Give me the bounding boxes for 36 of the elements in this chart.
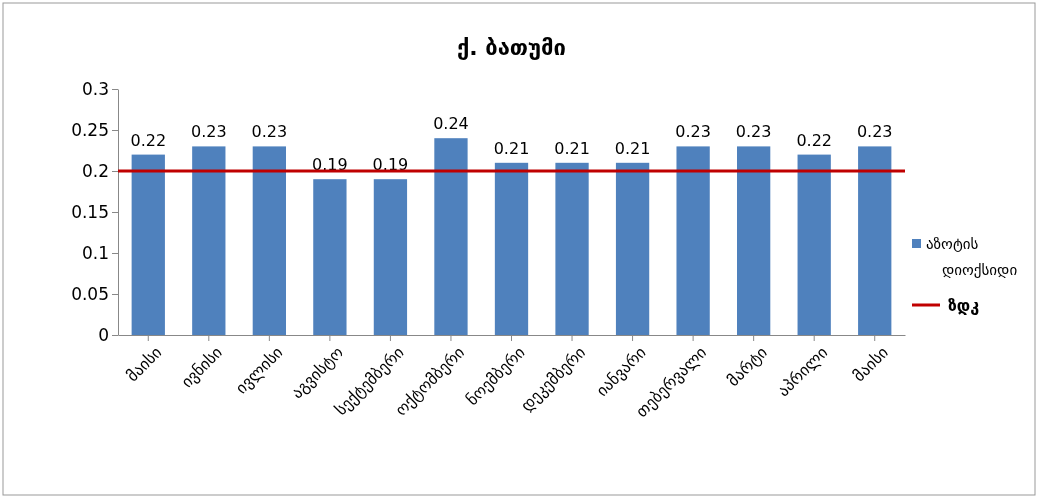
bar — [494, 162, 529, 335]
data-label: 0.22 — [130, 130, 167, 150]
bar — [737, 146, 771, 335]
data-label: 0.19 — [372, 155, 409, 175]
data-label: 0.21 — [554, 138, 590, 158]
y-tick-label: 0.05 — [71, 283, 109, 304]
legend-label: აზოტის დიოქსიდი — [926, 235, 1018, 279]
legend-label: ზდკ — [948, 296, 980, 315]
data-label: 0.23 — [735, 122, 772, 142]
bar — [615, 162, 650, 335]
y-tick-label: 0.3 — [81, 78, 109, 99]
bar — [858, 146, 892, 335]
bar — [131, 154, 165, 335]
data-label: 0.19 — [312, 155, 348, 175]
bar — [676, 146, 710, 335]
y-tick-label: 0.1 — [81, 242, 109, 263]
data-label: 0.22 — [796, 130, 832, 150]
data-label: 0.21 — [614, 138, 651, 158]
bar — [192, 146, 226, 335]
data-label: 0.23 — [191, 122, 227, 142]
bar — [373, 179, 408, 335]
bar — [252, 146, 286, 335]
bar — [555, 162, 589, 335]
y-tick-label: 0 — [98, 324, 109, 345]
bar — [797, 154, 831, 335]
data-label: 0.24 — [433, 114, 469, 134]
data-label: 0.23 — [856, 122, 893, 142]
data-label: 0.23 — [251, 122, 288, 142]
chart-title: ქ. ბათუმი — [456, 35, 567, 60]
data-label: 0.21 — [493, 138, 530, 158]
bar — [434, 138, 468, 335]
bar — [313, 179, 347, 335]
data-label: 0.23 — [675, 122, 711, 142]
y-tick-label: 0.25 — [71, 119, 109, 140]
y-tick-label: 0.2 — [81, 160, 109, 181]
y-tick-label: 0.15 — [71, 201, 109, 222]
